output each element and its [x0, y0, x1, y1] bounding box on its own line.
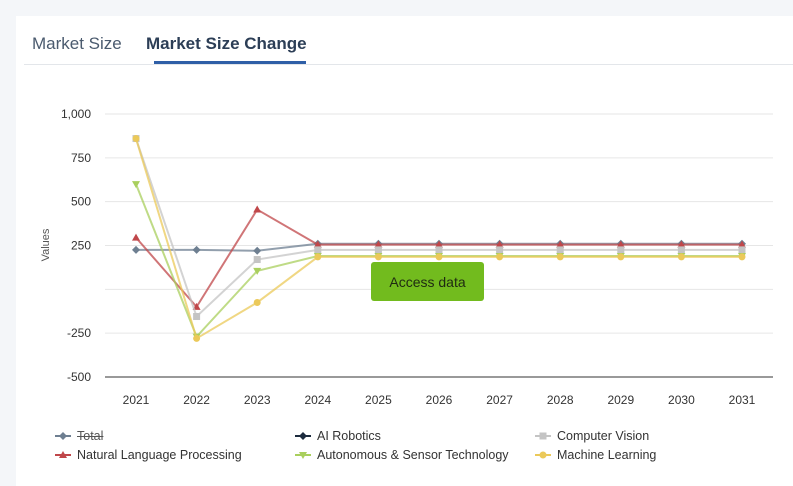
legend-marker-icon	[295, 432, 311, 440]
data-point-computer-vision	[617, 246, 625, 254]
legend-symbol	[59, 432, 67, 440]
legend-symbol	[539, 451, 547, 459]
data-point-natural-language-processing	[253, 205, 262, 213]
x-tick-label: 2027	[486, 393, 513, 407]
data-point-autonomous-sensor-technology	[132, 181, 140, 189]
legend-label: Total	[77, 429, 104, 443]
x-tick-label: 2029	[607, 393, 634, 407]
y-tick-label: 1,000	[61, 107, 91, 121]
data-point-machine-learning	[314, 253, 322, 261]
y-axis-title: Values	[40, 228, 52, 261]
legend-item-autonomous-sensor-technology[interactable]: Autonomous & Sensor Technology	[295, 448, 509, 462]
tab-market-size[interactable]: Market Size	[32, 34, 122, 53]
data-point-total	[192, 245, 201, 254]
x-tick-label: 2031	[729, 393, 756, 407]
legend-label: Natural Language Processing	[77, 448, 242, 462]
data-point-natural-language-processing	[616, 240, 625, 248]
x-tick-label: 2022	[183, 393, 210, 407]
data-point-machine-learning	[496, 253, 504, 261]
x-tick-label: 2023	[244, 393, 271, 407]
active-tab-indicator	[154, 61, 306, 64]
data-point-computer-vision	[677, 246, 685, 254]
series-line-machine-learning	[135, 138, 742, 340]
data-point-natural-language-processing	[556, 240, 565, 248]
data-point-machine-learning	[435, 253, 443, 261]
x-tick-label: 2026	[426, 393, 453, 407]
legend-marker-icon	[55, 451, 71, 458]
data-point-natural-language-processing	[435, 240, 443, 248]
x-tick-label: 2028	[547, 393, 574, 407]
legend-marker-icon	[535, 451, 551, 459]
legend-label: Computer Vision	[557, 429, 650, 443]
legend-symbol	[299, 432, 307, 440]
x-tick-label: 2021	[123, 393, 150, 407]
series-line-autonomous-sensor-technology	[135, 183, 742, 339]
y-tick-label: 500	[71, 195, 91, 209]
legend-item-computer-vision[interactable]: Computer Vision	[535, 429, 649, 443]
legend-marker-icon	[295, 452, 311, 459]
legend-symbol	[539, 432, 547, 440]
data-point-natural-language-processing	[374, 240, 383, 248]
data-point-machine-learning	[253, 298, 261, 306]
data-point-total	[132, 245, 140, 254]
y-tick-label: 750	[71, 151, 91, 165]
legend-item-ai-robotics[interactable]: AI Robotics	[295, 429, 381, 443]
data-point-computer-vision	[253, 256, 261, 264]
data-point-machine-learning	[556, 253, 564, 261]
data-point-computer-vision	[374, 246, 382, 254]
data-point-computer-vision	[496, 246, 504, 254]
y-tick-label: -500	[67, 370, 91, 384]
x-tick-label: 2024	[304, 393, 331, 407]
data-point-computer-vision	[314, 246, 322, 254]
data-point-machine-learning	[374, 253, 382, 261]
data-point-machine-learning	[193, 334, 201, 342]
legend-label: Autonomous & Sensor Technology	[317, 448, 509, 462]
data-point-computer-vision	[738, 246, 746, 254]
data-point-natural-language-processing	[495, 240, 504, 248]
data-point-autonomous-sensor-technology	[253, 267, 262, 275]
data-point-machine-learning	[738, 253, 746, 261]
data-point-computer-vision	[193, 313, 201, 321]
legend-item-natural-language-processing[interactable]: Natural Language Processing	[55, 448, 242, 462]
legend-symbol	[59, 451, 67, 458]
x-tick-label: 2025	[365, 393, 392, 407]
access-data-button[interactable]: Access data	[371, 262, 484, 301]
legend-marker-icon	[535, 432, 551, 440]
data-point-natural-language-processing	[677, 240, 686, 248]
y-tick-label: -250	[67, 326, 91, 340]
chart-card: Market Size Market Size Change	[16, 16, 793, 486]
y-tick-label: 250	[71, 239, 91, 253]
data-point-computer-vision	[435, 246, 443, 254]
legend-symbol	[299, 452, 307, 459]
x-tick-label: 2030	[668, 393, 695, 407]
tab-market-size-change[interactable]: Market Size Change	[146, 34, 307, 53]
legend-item-machine-learning[interactable]: Machine Learning	[535, 448, 656, 462]
tab-bar: Market Size Market Size Change	[24, 16, 793, 65]
data-point-natural-language-processing	[132, 233, 140, 241]
data-point-total	[253, 246, 262, 255]
data-point-computer-vision	[556, 246, 564, 254]
data-point-machine-learning	[617, 253, 625, 261]
data-point-machine-learning	[132, 135, 140, 143]
legend-item-total[interactable]: Total	[55, 429, 103, 443]
legend-marker-icon	[55, 432, 71, 440]
legend-label: Machine Learning	[557, 448, 657, 462]
data-point-machine-learning	[677, 253, 685, 261]
data-point-natural-language-processing	[738, 240, 746, 248]
legend-label: AI Robotics	[317, 429, 381, 443]
data-point-natural-language-processing	[313, 240, 322, 248]
